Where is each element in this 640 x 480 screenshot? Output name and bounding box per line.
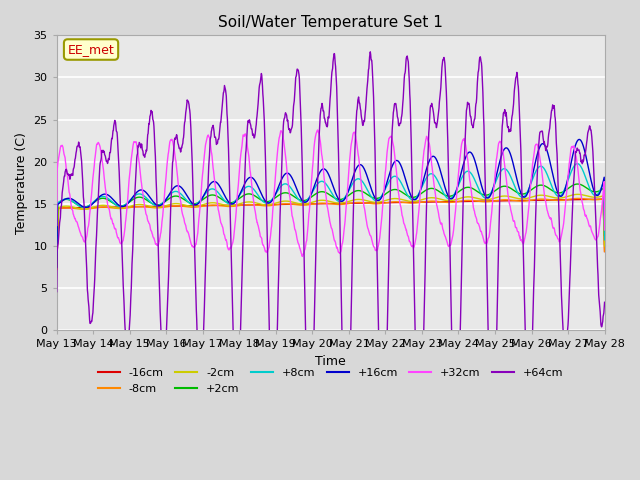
Legend: -16cm, -8cm, -2cm, +2cm, +8cm, +16cm, +32cm, +64cm: -16cm, -8cm, -2cm, +2cm, +8cm, +16cm, +3… bbox=[93, 364, 568, 398]
Title: Soil/Water Temperature Set 1: Soil/Water Temperature Set 1 bbox=[218, 15, 443, 30]
Text: EE_met: EE_met bbox=[68, 43, 115, 56]
Y-axis label: Temperature (C): Temperature (C) bbox=[15, 132, 28, 234]
X-axis label: Time: Time bbox=[316, 355, 346, 368]
